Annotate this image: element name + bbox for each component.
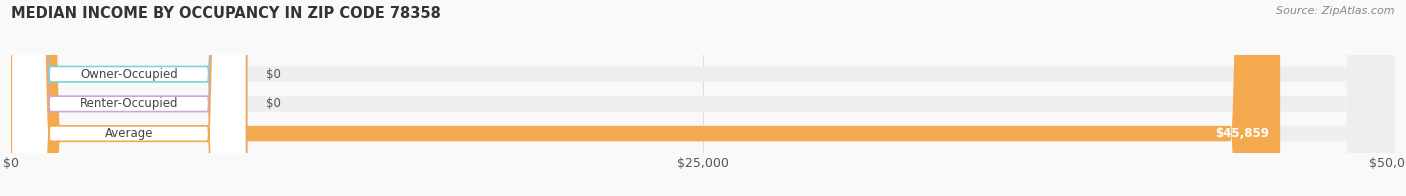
Text: Renter-Occupied: Renter-Occupied [80,97,179,110]
Text: $0: $0 [266,68,281,81]
FancyBboxPatch shape [11,0,246,196]
Text: Source: ZipAtlas.com: Source: ZipAtlas.com [1277,6,1395,16]
Text: Owner-Occupied: Owner-Occupied [80,68,177,81]
Text: $0: $0 [266,97,281,110]
Text: MEDIAN INCOME BY OCCUPANCY IN ZIP CODE 78358: MEDIAN INCOME BY OCCUPANCY IN ZIP CODE 7… [11,6,441,21]
FancyBboxPatch shape [11,0,246,196]
Text: $45,859: $45,859 [1215,127,1270,140]
FancyBboxPatch shape [11,0,1395,196]
FancyBboxPatch shape [11,0,246,196]
Text: Average: Average [104,127,153,140]
FancyBboxPatch shape [11,0,1395,196]
FancyBboxPatch shape [11,0,1395,196]
FancyBboxPatch shape [11,0,1281,196]
